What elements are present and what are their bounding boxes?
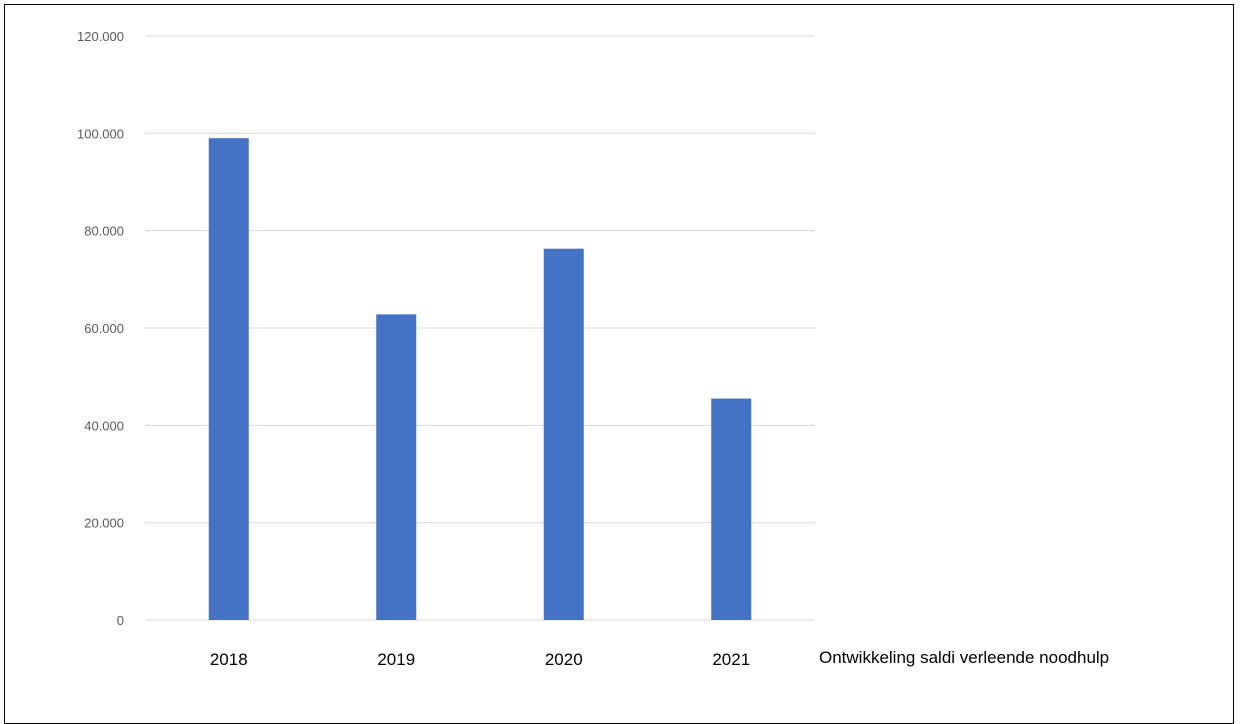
y-tick-label: 100.000 [77,126,124,141]
y-axis-tick-labels: 0 20.000 40.000 60.000 80.000 100.000 120.000 [77,29,124,628]
y-tick-label: 60.000 [84,321,124,336]
gridlines [145,35,815,621]
y-tick-label: 80.000 [84,224,124,239]
bar-2020 [543,248,584,620]
x-category-label: 2020 [545,650,583,669]
bars [208,138,752,620]
y-tick-label: 0 [117,613,124,628]
y-tick-label: 40.000 [84,418,124,433]
bar-2019 [376,314,417,620]
series-legend-label: Ontwikkeling saldi verleende noodhulp [819,648,1110,667]
bar-2021 [711,398,752,620]
y-tick-label: 120.000 [77,29,124,44]
x-category-label: 2019 [377,650,415,669]
y-tick-label: 20.000 [84,516,124,531]
x-category-label: 2018 [210,650,248,669]
x-category-label: 2021 [712,650,750,669]
bar-2018 [208,138,249,620]
x-axis-category-labels: 2018 2019 2020 2021 [210,650,750,669]
